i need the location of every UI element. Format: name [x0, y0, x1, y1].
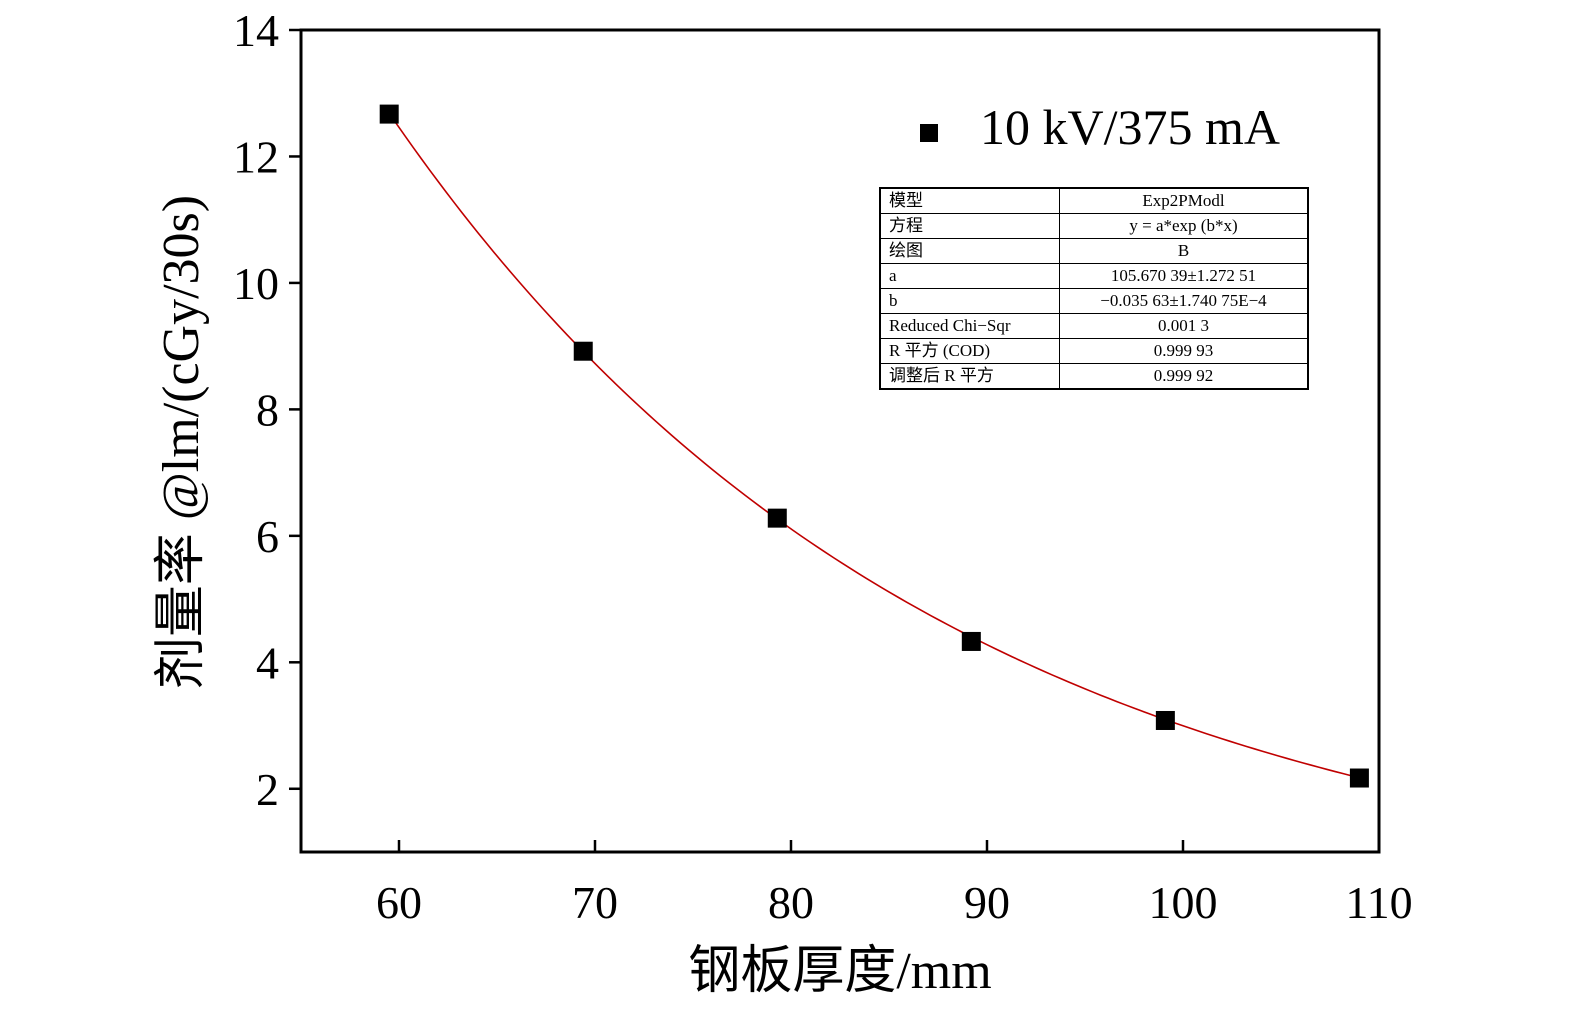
data-point — [961, 631, 981, 651]
x-tick-label: 80 — [768, 877, 814, 928]
data-points — [379, 104, 1369, 788]
data-point — [573, 341, 593, 361]
fit-table-key: R 平方 (COD) — [879, 338, 1060, 364]
data-point — [379, 104, 399, 124]
y-tick-label: 2 — [256, 764, 279, 815]
x-tick-label: 100 — [1149, 877, 1218, 928]
data-point — [1155, 710, 1175, 730]
fit-table-value: 0.999 92 — [1059, 363, 1309, 390]
y-tick-label: 10 — [233, 258, 279, 309]
fit-table-row: 绘图 B — [879, 238, 1309, 264]
legend-marker-square — [920, 124, 938, 142]
fit-table-value: 105.670 39±1.272 51 — [1059, 263, 1309, 289]
fit-table-row: R 平方 (COD) 0.999 93 — [879, 338, 1309, 364]
fit-table-key: b — [879, 288, 1060, 314]
fit-table-key: 调整后 R 平方 — [879, 363, 1060, 390]
fit-table-value: −0.035 63±1.740 75E−4 — [1059, 288, 1309, 314]
x-tick-label: 110 — [1345, 877, 1412, 928]
fit-table-key: 模型 — [879, 187, 1060, 214]
fit-table-value: B — [1059, 238, 1309, 264]
data-point — [1349, 768, 1369, 788]
fit-table-row: a 105.670 39±1.272 51 — [879, 263, 1309, 289]
y-tick-label: 4 — [256, 637, 279, 688]
fit-table-row: 模型 Exp2PModl — [879, 187, 1309, 214]
fit-table-key: 绘图 — [879, 238, 1060, 264]
fit-table-row: 调整后 R 平方 0.999 92 — [879, 363, 1309, 390]
fit-table-value: y = a*exp (b*x) — [1059, 213, 1309, 239]
x-tick-label: 90 — [964, 877, 1010, 928]
fit-table-key: a — [879, 263, 1060, 289]
fit-table-key: Reduced Chi−Sqr — [879, 313, 1060, 339]
fit-curve — [388, 112, 1360, 779]
x-tick-label: 70 — [572, 877, 618, 928]
data-point — [767, 508, 787, 528]
fit-table-row: 方程 y = a*exp (b*x) — [879, 213, 1309, 239]
y-axis-ticks: 2 4 6 8 10 12 14 — [233, 5, 301, 815]
fit-table-row: Reduced Chi−Sqr 0.001 3 — [879, 313, 1309, 339]
y-tick-label: 8 — [256, 384, 279, 435]
y-tick-label: 14 — [233, 5, 279, 56]
x-axis-ticks: 60 70 80 90 100 110 — [376, 840, 1413, 928]
fit-table-value: 0.999 93 — [1059, 338, 1309, 364]
fit-table-row: b −0.035 63±1.740 75E−4 — [879, 288, 1309, 314]
fit-table-key: 方程 — [879, 213, 1060, 239]
x-tick-label: 60 — [376, 877, 422, 928]
plot-frame — [299, 28, 1381, 854]
fit-table-value: 0.001 3 — [1059, 313, 1309, 339]
fit-curve-layer — [388, 112, 1360, 779]
fit-table-value: Exp2PModl — [1059, 187, 1309, 214]
y-axis-title: 剂量率 @lm/(cGy/30s) — [153, 195, 210, 689]
x-axis-title: 钢板厚度/mm — [688, 943, 991, 1000]
y-tick-label: 12 — [233, 131, 279, 182]
y-tick-label: 6 — [256, 511, 279, 562]
legend-label: 10 kV/375 mA — [980, 99, 1280, 155]
